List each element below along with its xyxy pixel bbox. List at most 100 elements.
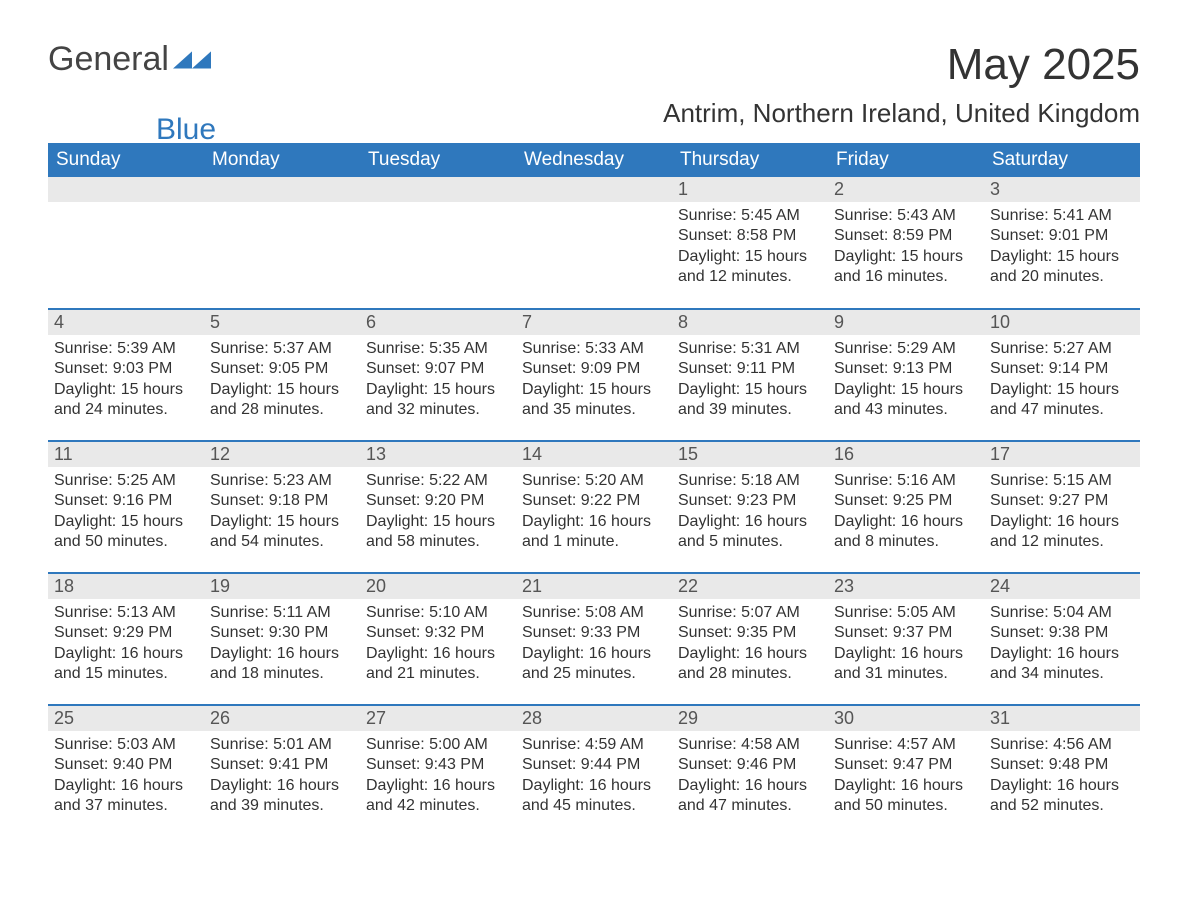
weekday-header: Sunday (48, 143, 204, 177)
day-number: 13 (360, 442, 516, 467)
day-number: 22 (672, 574, 828, 599)
calendar-day: 14Sunrise: 5:20 AMSunset: 9:22 PMDayligh… (516, 441, 672, 573)
day-details: Sunrise: 5:16 AMSunset: 9:25 PMDaylight:… (828, 467, 984, 553)
calendar-empty (204, 177, 360, 309)
calendar-day: 23Sunrise: 5:05 AMSunset: 9:37 PMDayligh… (828, 573, 984, 705)
day-details: Sunrise: 5:27 AMSunset: 9:14 PMDaylight:… (984, 335, 1140, 421)
day-details: Sunrise: 5:18 AMSunset: 9:23 PMDaylight:… (672, 467, 828, 553)
day-details: Sunrise: 5:07 AMSunset: 9:35 PMDaylight:… (672, 599, 828, 685)
day-details: Sunrise: 5:45 AMSunset: 8:58 PMDaylight:… (672, 202, 828, 288)
calendar-header: SundayMondayTuesdayWednesdayThursdayFrid… (48, 143, 1140, 177)
day-details: Sunrise: 5:31 AMSunset: 9:11 PMDaylight:… (672, 335, 828, 421)
calendar-day: 12Sunrise: 5:23 AMSunset: 9:18 PMDayligh… (204, 441, 360, 573)
day-number: 27 (360, 706, 516, 731)
day-number: 30 (828, 706, 984, 731)
day-number: 23 (828, 574, 984, 599)
calendar-day: 15Sunrise: 5:18 AMSunset: 9:23 PMDayligh… (672, 441, 828, 573)
calendar-empty (48, 177, 204, 309)
calendar-day: 31Sunrise: 4:56 AMSunset: 9:48 PMDayligh… (984, 705, 1140, 837)
calendar-day: 16Sunrise: 5:16 AMSunset: 9:25 PMDayligh… (828, 441, 984, 573)
calendar-table: SundayMondayTuesdayWednesdayThursdayFrid… (48, 143, 1140, 837)
day-details: Sunrise: 5:08 AMSunset: 9:33 PMDaylight:… (516, 599, 672, 685)
day-details: Sunrise: 4:57 AMSunset: 9:47 PMDaylight:… (828, 731, 984, 817)
header-row: General May 2025 (48, 40, 1140, 90)
day-number: 24 (984, 574, 1140, 599)
day-details: Sunrise: 5:22 AMSunset: 9:20 PMDaylight:… (360, 467, 516, 553)
weekday-header: Wednesday (516, 143, 672, 177)
day-details: Sunrise: 5:35 AMSunset: 9:07 PMDaylight:… (360, 335, 516, 421)
day-details: Sunrise: 5:41 AMSunset: 9:01 PMDaylight:… (984, 202, 1140, 288)
day-number: 16 (828, 442, 984, 467)
day-number: 25 (48, 706, 204, 731)
calendar-day: 10Sunrise: 5:27 AMSunset: 9:14 PMDayligh… (984, 309, 1140, 441)
day-details: Sunrise: 5:29 AMSunset: 9:13 PMDaylight:… (828, 335, 984, 421)
calendar-day: 7Sunrise: 5:33 AMSunset: 9:09 PMDaylight… (516, 309, 672, 441)
logo-word-1: General (48, 40, 169, 79)
day-number: 15 (672, 442, 828, 467)
empty-bar (48, 177, 204, 202)
day-details: Sunrise: 5:15 AMSunset: 9:27 PMDaylight:… (984, 467, 1140, 553)
day-number: 3 (984, 177, 1140, 202)
calendar-day: 26Sunrise: 5:01 AMSunset: 9:41 PMDayligh… (204, 705, 360, 837)
day-number: 14 (516, 442, 672, 467)
day-number: 26 (204, 706, 360, 731)
day-number: 9 (828, 310, 984, 335)
day-details: Sunrise: 5:10 AMSunset: 9:32 PMDaylight:… (360, 599, 516, 685)
calendar-day: 28Sunrise: 4:59 AMSunset: 9:44 PMDayligh… (516, 705, 672, 837)
day-number: 8 (672, 310, 828, 335)
page-subtitle: Antrim, Northern Ireland, United Kingdom (663, 98, 1140, 129)
day-number: 2 (828, 177, 984, 202)
calendar-day: 17Sunrise: 5:15 AMSunset: 9:27 PMDayligh… (984, 441, 1140, 573)
day-number: 4 (48, 310, 204, 335)
calendar-body: 1Sunrise: 5:45 AMSunset: 8:58 PMDaylight… (48, 177, 1140, 837)
day-number: 12 (204, 442, 360, 467)
empty-bar (516, 177, 672, 202)
logo-word-2: Blue (156, 113, 216, 147)
day-details: Sunrise: 5:04 AMSunset: 9:38 PMDaylight:… (984, 599, 1140, 685)
calendar-day: 3Sunrise: 5:41 AMSunset: 9:01 PMDaylight… (984, 177, 1140, 309)
day-details: Sunrise: 5:05 AMSunset: 9:37 PMDaylight:… (828, 599, 984, 685)
day-details: Sunrise: 5:20 AMSunset: 9:22 PMDaylight:… (516, 467, 672, 553)
calendar-day: 6Sunrise: 5:35 AMSunset: 9:07 PMDaylight… (360, 309, 516, 441)
calendar-day: 13Sunrise: 5:22 AMSunset: 9:20 PMDayligh… (360, 441, 516, 573)
empty-bar (204, 177, 360, 202)
day-number: 19 (204, 574, 360, 599)
calendar-day: 25Sunrise: 5:03 AMSunset: 9:40 PMDayligh… (48, 705, 204, 837)
day-number: 5 (204, 310, 360, 335)
calendar-day: 30Sunrise: 4:57 AMSunset: 9:47 PMDayligh… (828, 705, 984, 837)
day-number: 20 (360, 574, 516, 599)
day-details: Sunrise: 5:33 AMSunset: 9:09 PMDaylight:… (516, 335, 672, 421)
day-details: Sunrise: 5:25 AMSunset: 9:16 PMDaylight:… (48, 467, 204, 553)
calendar-empty (360, 177, 516, 309)
day-number: 29 (672, 706, 828, 731)
empty-bar (360, 177, 516, 202)
day-details: Sunrise: 5:37 AMSunset: 9:05 PMDaylight:… (204, 335, 360, 421)
day-details: Sunrise: 4:59 AMSunset: 9:44 PMDaylight:… (516, 731, 672, 817)
weekday-header: Saturday (984, 143, 1140, 177)
logo: General (48, 40, 211, 79)
day-number: 18 (48, 574, 204, 599)
page-title: May 2025 (947, 40, 1140, 90)
weekday-header: Tuesday (360, 143, 516, 177)
calendar-day: 19Sunrise: 5:11 AMSunset: 9:30 PMDayligh… (204, 573, 360, 705)
calendar-day: 8Sunrise: 5:31 AMSunset: 9:11 PMDaylight… (672, 309, 828, 441)
weekday-header: Monday (204, 143, 360, 177)
weekday-header: Friday (828, 143, 984, 177)
day-details: Sunrise: 4:58 AMSunset: 9:46 PMDaylight:… (672, 731, 828, 817)
calendar-day: 2Sunrise: 5:43 AMSunset: 8:59 PMDaylight… (828, 177, 984, 309)
day-number: 7 (516, 310, 672, 335)
calendar-day: 27Sunrise: 5:00 AMSunset: 9:43 PMDayligh… (360, 705, 516, 837)
day-details: Sunrise: 5:43 AMSunset: 8:59 PMDaylight:… (828, 202, 984, 288)
calendar-day: 22Sunrise: 5:07 AMSunset: 9:35 PMDayligh… (672, 573, 828, 705)
day-details: Sunrise: 5:39 AMSunset: 9:03 PMDaylight:… (48, 335, 204, 421)
day-number: 1 (672, 177, 828, 202)
weekday-header: Thursday (672, 143, 828, 177)
day-details: Sunrise: 5:01 AMSunset: 9:41 PMDaylight:… (204, 731, 360, 817)
day-number: 28 (516, 706, 672, 731)
calendar-empty (516, 177, 672, 309)
day-details: Sunrise: 5:23 AMSunset: 9:18 PMDaylight:… (204, 467, 360, 553)
calendar-day: 21Sunrise: 5:08 AMSunset: 9:33 PMDayligh… (516, 573, 672, 705)
day-details: Sunrise: 5:00 AMSunset: 9:43 PMDaylight:… (360, 731, 516, 817)
calendar-day: 9Sunrise: 5:29 AMSunset: 9:13 PMDaylight… (828, 309, 984, 441)
day-number: 17 (984, 442, 1140, 467)
